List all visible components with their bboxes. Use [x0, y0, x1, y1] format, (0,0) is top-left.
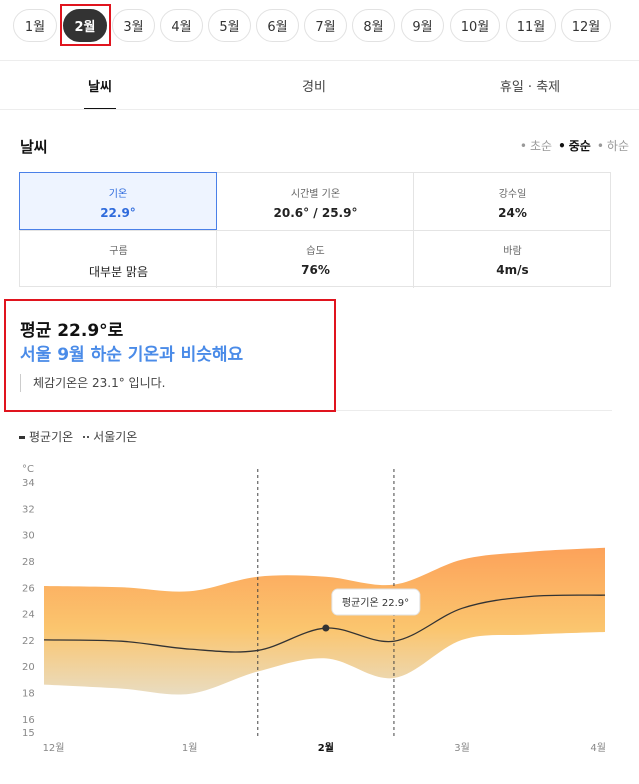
legend-average: 평균기온: [19, 428, 73, 445]
x-tick-label: 3월: [454, 742, 470, 754]
month-pill-1[interactable]: 1월: [13, 9, 57, 42]
x-tick-label: 2월: [318, 742, 334, 754]
stat-precipitation-days[interactable]: 강수일 24%: [414, 173, 611, 230]
stat-hourly-temperature[interactable]: 시간별 기온 20.6° / 25.9°: [217, 173, 414, 230]
month-pill-4[interactable]: 4월: [160, 9, 203, 42]
month-label: 1월: [24, 20, 46, 35]
current-point-marker[interactable]: [322, 624, 330, 632]
stat-wind[interactable]: 바람 4m/s: [414, 230, 611, 287]
stat-label: 습도: [306, 246, 325, 257]
month-pill-2[interactable]: 2월: [63, 9, 107, 42]
weather-stats-grid: 기온 22.9° 시간별 기온 20.6° / 25.9° 강수일 24% 구름…: [19, 172, 611, 288]
section-divider: [336, 410, 612, 411]
selected-month-highlight: [60, 4, 111, 46]
section-title: 날씨: [20, 138, 48, 156]
month-label: 11월: [516, 20, 546, 35]
month-pill-12[interactable]: 12월: [561, 9, 611, 42]
stat-label: 바람: [503, 246, 522, 257]
x-tick-label: 4월: [590, 742, 606, 754]
legend-seoul: 서울기온: [83, 428, 137, 445]
month-label: 4월: [171, 20, 192, 35]
feels-like-note: 체감기온은 23.1° 입니다.: [20, 374, 165, 392]
y-axis: 15 16 18 20 22 24 26 28 30 32 34: [22, 478, 35, 739]
month-pill-8[interactable]: 8월: [352, 9, 395, 42]
month-pill-3[interactable]: 3월: [112, 9, 155, 42]
tooltip: 평균기온 22.9°: [331, 588, 421, 616]
tabs-bottom-border: [0, 109, 639, 110]
y-tick-label: 26: [22, 583, 35, 594]
y-tick-label: 28: [22, 557, 35, 568]
stat-value: 4m/s: [496, 263, 529, 277]
period-mid[interactable]: • 중순: [558, 139, 591, 153]
stat-label: 구름: [109, 246, 128, 257]
stat-label: 기온: [108, 189, 128, 200]
month-pill-11[interactable]: 11월: [506, 9, 556, 42]
month-pill-5[interactable]: 5월: [208, 9, 251, 42]
month-label: 12월: [571, 20, 601, 35]
grid-divider: [20, 230, 610, 231]
y-tick-label: 16: [22, 715, 35, 726]
summary-average-text: 평균 22.9°로: [20, 321, 124, 341]
y-tick-label: 34: [22, 478, 35, 489]
month-label: 7월: [315, 20, 336, 35]
month-pill-9[interactable]: 9월: [401, 9, 444, 42]
month-label: 9월: [412, 20, 433, 35]
summary-comparison-text: 서울 9월 하순 기온과 비슷해요: [20, 345, 244, 365]
period-selector: • 초순 • 중순 • 하순: [520, 137, 629, 154]
period-late[interactable]: • 하순: [596, 139, 629, 153]
y-tick-label: 18: [22, 689, 35, 700]
y-tick-label: 30: [22, 531, 35, 542]
legend-label: 서울기온: [93, 430, 138, 444]
period-label: 중순: [568, 139, 591, 153]
x-axis: 12월 1월 2월 3월 4월: [43, 742, 606, 754]
tab-weather[interactable]: 날씨: [88, 80, 112, 95]
x-tick-label: 12월: [43, 742, 65, 754]
stat-value: 24%: [498, 206, 527, 220]
legend-label: 평균기온: [29, 430, 74, 444]
tab-holidays-festivals[interactable]: 휴일 · 축제: [499, 80, 561, 95]
month-label: 2월: [74, 20, 96, 35]
stat-value: 20.6° / 25.9°: [273, 206, 358, 220]
stat-clouds[interactable]: 구름 대부분 맑음: [20, 230, 217, 287]
stat-label: 시간별 기온: [290, 189, 341, 200]
month-label: 8월: [363, 20, 384, 35]
legend-line-swatch: [19, 436, 25, 439]
temperature-range-band: [44, 547, 605, 695]
stat-temperature[interactable]: 기온 22.9°: [19, 172, 217, 230]
y-tick-label: 15: [22, 728, 35, 739]
month-pill-7[interactable]: 7월: [304, 9, 347, 42]
summary-highlight-box: [4, 299, 336, 412]
month-label: 3월: [123, 20, 144, 35]
stat-label: 강수일: [498, 189, 527, 200]
stat-value: 76%: [301, 263, 330, 277]
y-tick-label: 20: [22, 662, 35, 673]
legend-dotted-swatch: [83, 436, 90, 439]
tooltip-box: [331, 588, 421, 616]
chart-legend: 평균기온 서울기온: [19, 428, 137, 445]
y-axis-unit: °C: [22, 464, 34, 475]
x-tick-label: 1월: [182, 742, 198, 754]
month-label: 10월: [460, 20, 490, 35]
y-tick-label: 24: [22, 610, 35, 621]
month-pill-6[interactable]: 6월: [256, 9, 299, 42]
stat-value: 대부분 맑음: [88, 265, 148, 279]
y-tick-label: 32: [22, 504, 35, 515]
tabs-top-border: [0, 60, 639, 61]
tab-expenses[interactable]: 경비: [302, 80, 326, 95]
y-tick-label: 22: [22, 636, 35, 647]
tooltip-text: 평균기온 22.9°: [342, 597, 409, 609]
period-label: 초순: [529, 139, 553, 153]
stat-humidity[interactable]: 습도 76%: [217, 230, 414, 287]
stat-value: 22.9°: [100, 206, 136, 220]
month-selector: 1월 2월 3월 4월 5월 6월 7월 8월 9월 10월 11월 12월: [0, 0, 639, 52]
period-early[interactable]: • 초순: [519, 139, 553, 153]
month-label: 6월: [267, 20, 288, 35]
temperature-chart: °C 15 16 18 20 22 24 26 28 30 32 34 평균기온 22.9° 12월…: [22, 464, 606, 754]
month-pill-10[interactable]: 10월: [450, 9, 500, 42]
period-label: 하순: [606, 139, 629, 153]
month-label: 5월: [219, 20, 240, 35]
